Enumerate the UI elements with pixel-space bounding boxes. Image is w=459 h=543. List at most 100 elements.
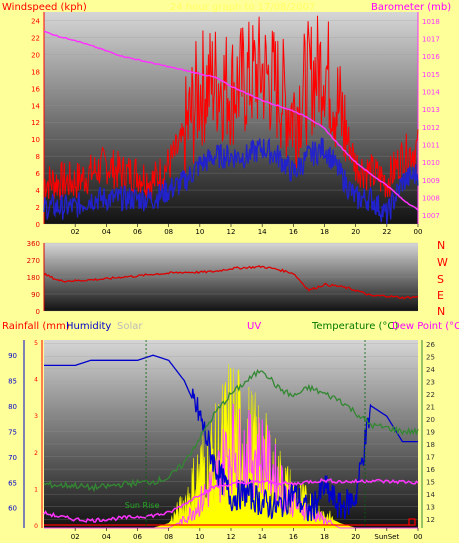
rain-humidity-temp-panel: 6065707580859001234512131415161718192021… xyxy=(8,340,435,541)
dewpoint-axis-label: Dew Point (°C) xyxy=(392,321,459,332)
humidity-ytick-label-2: 70 xyxy=(8,454,17,462)
direction-ytick-label-3: 90 xyxy=(31,291,40,299)
baro-ytick-label-5: 1012 xyxy=(422,124,440,132)
wind-ytick-label-11: 22 xyxy=(31,34,40,42)
main-xtick-label-3: 08 xyxy=(164,533,173,541)
compass-east: E xyxy=(437,289,444,302)
temp-ytick-label-1: 13 xyxy=(426,504,435,512)
wind-panel-xtick-label-11: 00 xyxy=(414,228,423,236)
temp-ytick-label-8: 20 xyxy=(426,416,435,424)
humidity-ytick-label-1: 65 xyxy=(8,479,17,487)
wind-direction-panel: 360 270 180 90 0 xyxy=(27,240,419,316)
humidity-ytick-label-3: 75 xyxy=(8,428,17,436)
temp-ytick-label-7: 19 xyxy=(426,428,435,436)
main-xtick-label-1: 04 xyxy=(102,533,111,541)
gust-series-line xyxy=(43,15,419,201)
wind-ytick-label-2: 4 xyxy=(36,187,41,195)
temp-ytick-label-12: 24 xyxy=(426,366,435,374)
wind-panel-xtick-label-2: 06 xyxy=(133,228,142,236)
main-xtick-label-9: 20 xyxy=(351,533,360,541)
compass-west: W xyxy=(437,256,448,269)
main-xtick-label-7: 16 xyxy=(289,533,298,541)
wind-panel-xtick-label-1: 04 xyxy=(102,228,111,236)
baro-ytick-label-7: 1014 xyxy=(422,89,440,97)
wind-panel-xtick-label-5: 12 xyxy=(227,228,236,236)
wind-ytick-label-4: 8 xyxy=(36,153,40,161)
wind-panel-xtick-label-7: 16 xyxy=(289,228,298,236)
temp-ytick-label-9: 21 xyxy=(426,403,435,411)
compass-north-top: N xyxy=(437,239,446,252)
main-xtick-label-0: 02 xyxy=(71,533,80,541)
temp-ytick-label-2: 14 xyxy=(426,491,435,499)
baro-ytick-label-3: 1010 xyxy=(422,159,440,167)
temp-ytick-label-10: 22 xyxy=(426,391,435,399)
humidity-series-line xyxy=(44,354,418,522)
humidity-ytick-label-5: 85 xyxy=(8,378,17,386)
temp-ytick-label-6: 18 xyxy=(426,441,435,449)
baro-ytick-label-10: 1017 xyxy=(422,36,440,44)
direction-ytick-label-4: 0 xyxy=(36,308,40,316)
direction-ytick-label-2: 180 xyxy=(27,274,40,282)
rain-ytick-label-2: 2 xyxy=(34,450,38,457)
graph-date-label: 24 hour graph to 17/08/2007 xyxy=(170,2,316,13)
wind-ytick-label-12: 24 xyxy=(31,17,40,25)
temperature-series-line xyxy=(43,368,419,493)
barometer-series-line xyxy=(43,30,419,211)
windspeed-axis-label: Windspeed (kph) xyxy=(2,2,87,13)
wind-ytick-label-1: 2 xyxy=(36,204,40,212)
uv-axis-label: UV xyxy=(247,321,262,332)
temperature-axis-label: Temperature (°C) xyxy=(312,321,399,332)
dewpoint-series-line xyxy=(43,477,419,523)
temp-ytick-label-4: 16 xyxy=(426,466,435,474)
temp-ytick-label-0: 12 xyxy=(426,516,435,524)
average-wind-series-line xyxy=(43,137,419,225)
direction-ytick-label-0: 360 xyxy=(27,240,40,248)
wind-panel-xtick-label-0: 02 xyxy=(71,228,80,236)
rain-ytick-label-3: 3 xyxy=(34,413,38,420)
baro-ytick-label-11: 1018 xyxy=(422,18,440,26)
rainfall-axis-label: Rainfall (mm) xyxy=(2,321,70,332)
wind-ytick-label-10: 20 xyxy=(31,51,40,59)
wind-ytick-label-8: 16 xyxy=(31,85,40,93)
temp-ytick-label-14: 26 xyxy=(426,341,435,349)
wind-ytick-label-7: 14 xyxy=(31,102,40,110)
solar-axis-label: Solar xyxy=(117,321,143,332)
baro-ytick-label-8: 1015 xyxy=(422,71,440,79)
direction-ytick-label-1: 270 xyxy=(27,257,40,265)
baro-ytick-label-0: 1007 xyxy=(422,212,440,220)
main-xtick-label-4: 10 xyxy=(195,533,204,541)
main-xtick-label-6: 14 xyxy=(258,533,267,541)
temp-ytick-label-3: 15 xyxy=(426,479,435,487)
compass-north-bottom: N xyxy=(437,305,446,318)
baro-ytick-label-1: 1008 xyxy=(422,195,440,203)
baro-ytick-label-4: 1011 xyxy=(422,142,440,150)
rain-ytick-label-4: 4 xyxy=(34,377,38,384)
baro-ytick-label-6: 1013 xyxy=(422,106,440,114)
compass-south: S xyxy=(437,273,444,286)
main-xtick-label-8: 18 xyxy=(320,533,329,541)
rain-ytick-label-0: 0 xyxy=(34,523,38,530)
humidity-ytick-label-4: 80 xyxy=(8,403,17,411)
temp-ytick-label-5: 17 xyxy=(426,454,435,462)
humidity-axis-label: Humidity xyxy=(66,321,112,332)
temp-ytick-label-11: 23 xyxy=(426,378,435,386)
baro-ytick-label-9: 1016 xyxy=(422,53,440,61)
barometer-axis-label: Barometer (mb) xyxy=(371,2,452,13)
humidity-ytick-label-6: 90 xyxy=(8,352,17,360)
main-xtick-label-5: 12 xyxy=(227,533,236,541)
sunrise-marker-label: Sun Rise xyxy=(125,501,160,510)
temp-ytick-label-13: 25 xyxy=(426,353,435,361)
baro-ytick-label-2: 1009 xyxy=(422,177,440,185)
direction-series-line xyxy=(43,265,419,300)
main-xtick-label-11: 00 xyxy=(414,533,423,541)
wind-barometer-panel: 0246810121416182022241007100810091010101… xyxy=(31,12,440,236)
wind-ytick-label-0: 0 xyxy=(36,221,40,229)
main-xtick-label-10: SunSet xyxy=(374,533,399,541)
wind-panel-xtick-label-10: 22 xyxy=(382,228,391,236)
wind-panel-xtick-label-3: 08 xyxy=(164,228,173,236)
wind-panel-xtick-label-6: 14 xyxy=(258,228,267,236)
rain-ytick-label-5: 5 xyxy=(34,340,38,347)
rain-ytick-label-1: 1 xyxy=(34,486,38,493)
wind-ytick-label-5: 10 xyxy=(31,136,40,144)
